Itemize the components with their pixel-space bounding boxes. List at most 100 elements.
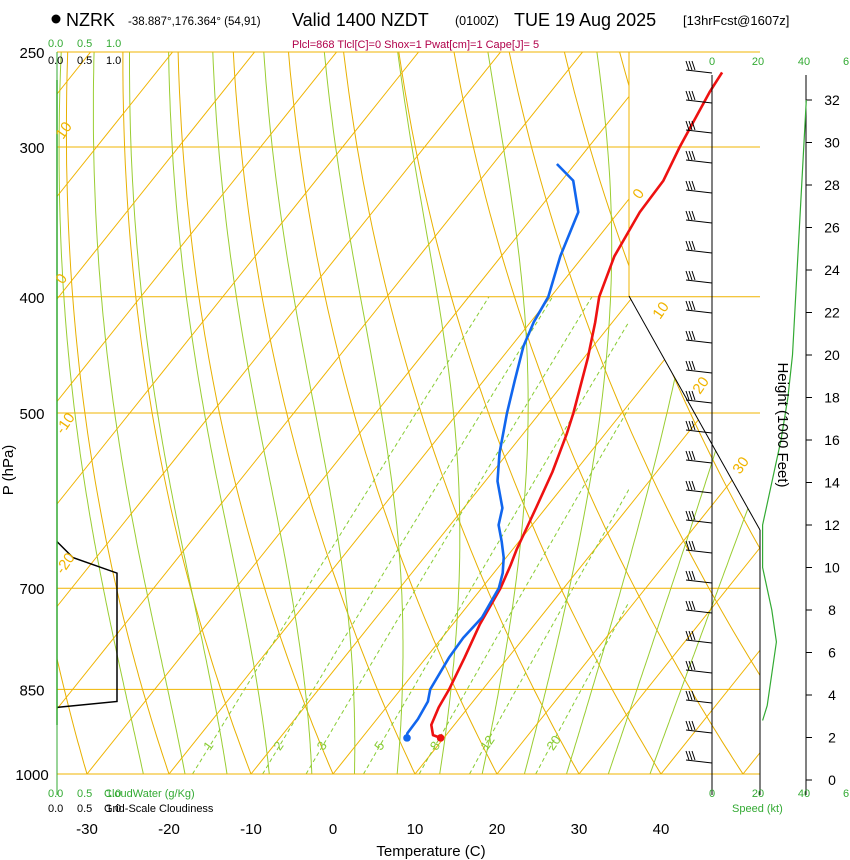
pressure-tick-label: 400	[19, 290, 44, 307]
isotherm-line	[57, 52, 337, 774]
wind-barb-flag	[691, 720, 696, 731]
wind-barb-flag	[685, 630, 690, 641]
temperature-tick-label: 20	[489, 821, 506, 838]
wind-barb-flag	[691, 90, 696, 101]
dry-adiabat-line	[504, 52, 760, 774]
wind-barb-flag	[691, 360, 696, 371]
wind-barb-flag	[688, 300, 693, 311]
speed-tick-top: 0	[709, 56, 715, 68]
wind-barb-flag	[691, 330, 696, 341]
wind-barb-flag	[685, 720, 690, 731]
wind-barb-flag	[688, 360, 693, 371]
cloudiness-line	[56, 541, 118, 709]
height-tick-label: 10	[824, 560, 840, 576]
temperature-surface-marker	[436, 734, 445, 742]
mixing-ratio-label: 5	[371, 738, 387, 753]
wind-barb-flag	[688, 480, 693, 491]
dry-adiabat-line	[57, 52, 96, 774]
speed-panel: 0246810121416182022242628303200202040406…	[709, 56, 849, 800]
cloudiness-profile	[56, 80, 118, 725]
utc-time: (0100Z)	[455, 14, 499, 28]
wind-barb	[685, 669, 713, 674]
cloudiness-tick-top: 0.0	[48, 55, 63, 67]
dry-adiabat-line	[286, 52, 511, 774]
speed-tick-bottom: 40	[798, 788, 810, 800]
mixing-ratio-line	[192, 296, 490, 774]
mixing-ratio-line	[363, 320, 629, 774]
isotherm-label: 10	[649, 299, 672, 322]
wind-barb-flag	[688, 120, 693, 131]
wind-barb-flag	[688, 210, 693, 221]
wind-barb-flag	[685, 60, 690, 71]
mixing-ratio-label: 12	[477, 733, 498, 753]
isotherm-line	[57, 52, 173, 774]
station-name: NZRK	[66, 10, 115, 30]
wind-barb-flag	[685, 540, 690, 551]
wind-barb-flag	[688, 690, 693, 701]
isotherm-line	[660, 52, 760, 774]
wind-barb-flag	[685, 690, 690, 701]
wind-barb	[685, 399, 713, 404]
wind-barb-flag	[691, 180, 696, 191]
wind-barb-flag	[688, 330, 693, 341]
cloudiness-tick-bottom: 0.5	[77, 803, 92, 815]
wind-barb	[685, 99, 713, 104]
speed-profile-line	[761, 99, 807, 721]
height-tick-label: 22	[824, 305, 840, 321]
wind-barb-flag	[685, 240, 690, 251]
pressure-tick-label: 500	[19, 406, 44, 423]
wind-barb	[685, 369, 713, 374]
dry-adiabat-line	[65, 52, 179, 774]
wind-barb-flag	[685, 270, 690, 281]
wind-barb-flag	[685, 660, 690, 671]
cloudwater-tick-bottom: 0.0	[48, 788, 63, 800]
wind-barb-flag	[691, 60, 696, 71]
height-tick-label: 32	[824, 92, 840, 108]
temperature-tick-label: 40	[653, 821, 670, 838]
wind-barb	[685, 129, 713, 134]
wind-barb-flag	[688, 450, 693, 461]
dry-adiabat-line	[340, 52, 595, 774]
speed-tick-bottom: 20	[752, 788, 764, 800]
wind-barb-flag	[685, 420, 690, 431]
pressure-tick-label: 250	[19, 45, 44, 62]
dry-adiabat-line	[558, 52, 760, 774]
cloudwater-tick-top: 0.0	[48, 38, 63, 50]
wind-barb-flag	[691, 600, 696, 611]
wind-barb-flag	[688, 60, 693, 71]
wind-barb-flag	[691, 240, 696, 251]
height-tick-label: 8	[828, 602, 836, 618]
wind-barb-flag	[688, 570, 693, 581]
moist-adiabat-line	[129, 52, 232, 774]
wind-barb-flag	[685, 330, 690, 341]
wind-barb-flag	[691, 570, 696, 581]
wind-barb-flag	[691, 750, 696, 761]
temperature-tick-label: -20	[158, 821, 180, 838]
pressure-tick-label: 700	[19, 581, 44, 598]
wind-barb-flag	[691, 270, 696, 281]
temperature-tick-label: 10	[407, 821, 424, 838]
wind-barb	[685, 699, 713, 704]
wind-barb	[685, 519, 713, 524]
moist-adiabat-line	[58, 52, 150, 774]
temperature-tick-label: 0	[329, 821, 337, 838]
wind-barb-flag	[688, 420, 693, 431]
cloudwater-tick-bottom: 0.5	[77, 788, 92, 800]
station-dot-icon	[51, 14, 61, 24]
wind-barb-flag	[691, 450, 696, 461]
moist-adiabats	[58, 52, 760, 774]
height-tick-label: 24	[824, 262, 840, 278]
moist-adiabat-line	[558, 52, 716, 774]
moist-adiabat-line	[167, 52, 273, 774]
speed-tick-bottom: 6	[843, 788, 849, 800]
height-tick-label: 2	[828, 730, 836, 746]
temperature-tick-label: -10	[240, 821, 262, 838]
wind-barb-flag	[691, 510, 696, 521]
wind-barb-flag	[688, 750, 693, 761]
wind-barb	[685, 609, 713, 614]
wind-barbs	[685, 60, 713, 764]
isotherm-line	[496, 52, 760, 774]
wind-barb-flag	[685, 120, 690, 131]
wind-barb-flag	[691, 420, 696, 431]
